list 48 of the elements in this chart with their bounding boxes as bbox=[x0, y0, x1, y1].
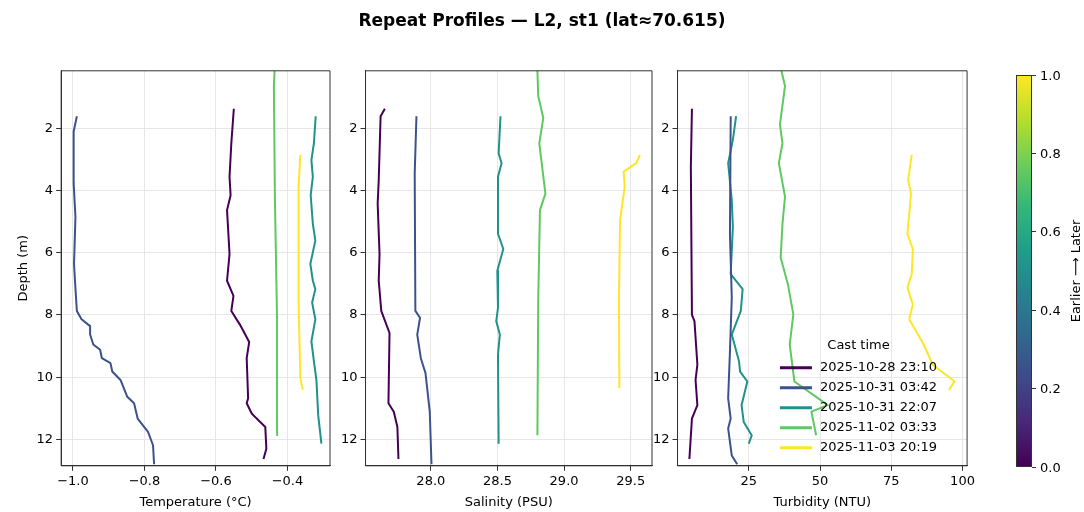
x-tick-label: 28.0 bbox=[416, 472, 446, 488]
y-tick-label: 12 bbox=[341, 430, 358, 446]
y-tick-label: 2 bbox=[349, 119, 358, 135]
x-axis-title: Temperature (°C) bbox=[138, 493, 252, 509]
x-tick-label: −1.0 bbox=[57, 472, 89, 488]
y-tick-label: 4 bbox=[661, 181, 670, 197]
legend-label: 2025-11-03 20:19 bbox=[819, 439, 938, 455]
y-tick-label: 2 bbox=[661, 119, 670, 135]
x-tick-label: −0.8 bbox=[128, 472, 161, 488]
legend-label: 2025-11-02 03:33 bbox=[819, 419, 938, 435]
y-tick-label: 6 bbox=[349, 244, 358, 260]
x-tick-label: −0.6 bbox=[200, 472, 232, 488]
x-tick-label: 50 bbox=[811, 472, 829, 488]
y-tick-label: 12 bbox=[36, 430, 54, 446]
legend-title: Cast time bbox=[827, 337, 890, 353]
x-tick-label: 75 bbox=[883, 472, 900, 488]
x-axis-title: Turbidity (NTU) bbox=[772, 493, 872, 509]
x-tick-label: 25 bbox=[740, 472, 758, 488]
color-bar-title: Earlier ⟶ Later bbox=[1067, 219, 1083, 323]
y-tick-label: 8 bbox=[349, 306, 358, 322]
color-bar-label: 0.8 bbox=[1040, 145, 1061, 161]
color-bar-label: 0.2 bbox=[1040, 381, 1061, 397]
y-tick-label: 2 bbox=[44, 119, 54, 135]
y-tick-label: 10 bbox=[653, 368, 670, 384]
y-tick-label: 10 bbox=[36, 368, 54, 384]
y-tick-label: 8 bbox=[44, 306, 54, 322]
x-tick-label: −0.4 bbox=[271, 472, 304, 488]
x-tick-label: 100 bbox=[950, 472, 975, 488]
y-axis-title: Depth (m) bbox=[15, 235, 31, 302]
chart-title: Repeat Profiles — L2, st1 (lat≈70.615) bbox=[357, 10, 727, 30]
y-tick-label: 6 bbox=[661, 244, 670, 260]
legend-label: 2025-10-28 23:10 bbox=[819, 359, 938, 375]
color-bar-label: 0.6 bbox=[1040, 224, 1061, 240]
y-tick-label: 4 bbox=[349, 181, 358, 197]
color-bar-label: 0.4 bbox=[1040, 302, 1061, 318]
x-tick-label: 28.5 bbox=[482, 472, 512, 488]
y-tick-label: 6 bbox=[44, 244, 54, 260]
color-bar-label: 1.0 bbox=[1040, 67, 1061, 83]
y-tick-label: 4 bbox=[44, 181, 54, 197]
x-axis-title: Salinity (PSU) bbox=[464, 493, 553, 509]
y-tick-label: 8 bbox=[661, 306, 670, 322]
y-tick-label: 10 bbox=[341, 368, 358, 384]
legend-label: 2025-10-31 03:42 bbox=[819, 379, 938, 395]
x-tick-label: 29.0 bbox=[549, 472, 579, 488]
x-tick-label: 29.5 bbox=[616, 472, 646, 488]
color-bar-label: 0.0 bbox=[1040, 459, 1061, 475]
y-tick-label: 12 bbox=[653, 430, 670, 446]
legend-label: 2025-10-31 22:07 bbox=[819, 399, 938, 415]
